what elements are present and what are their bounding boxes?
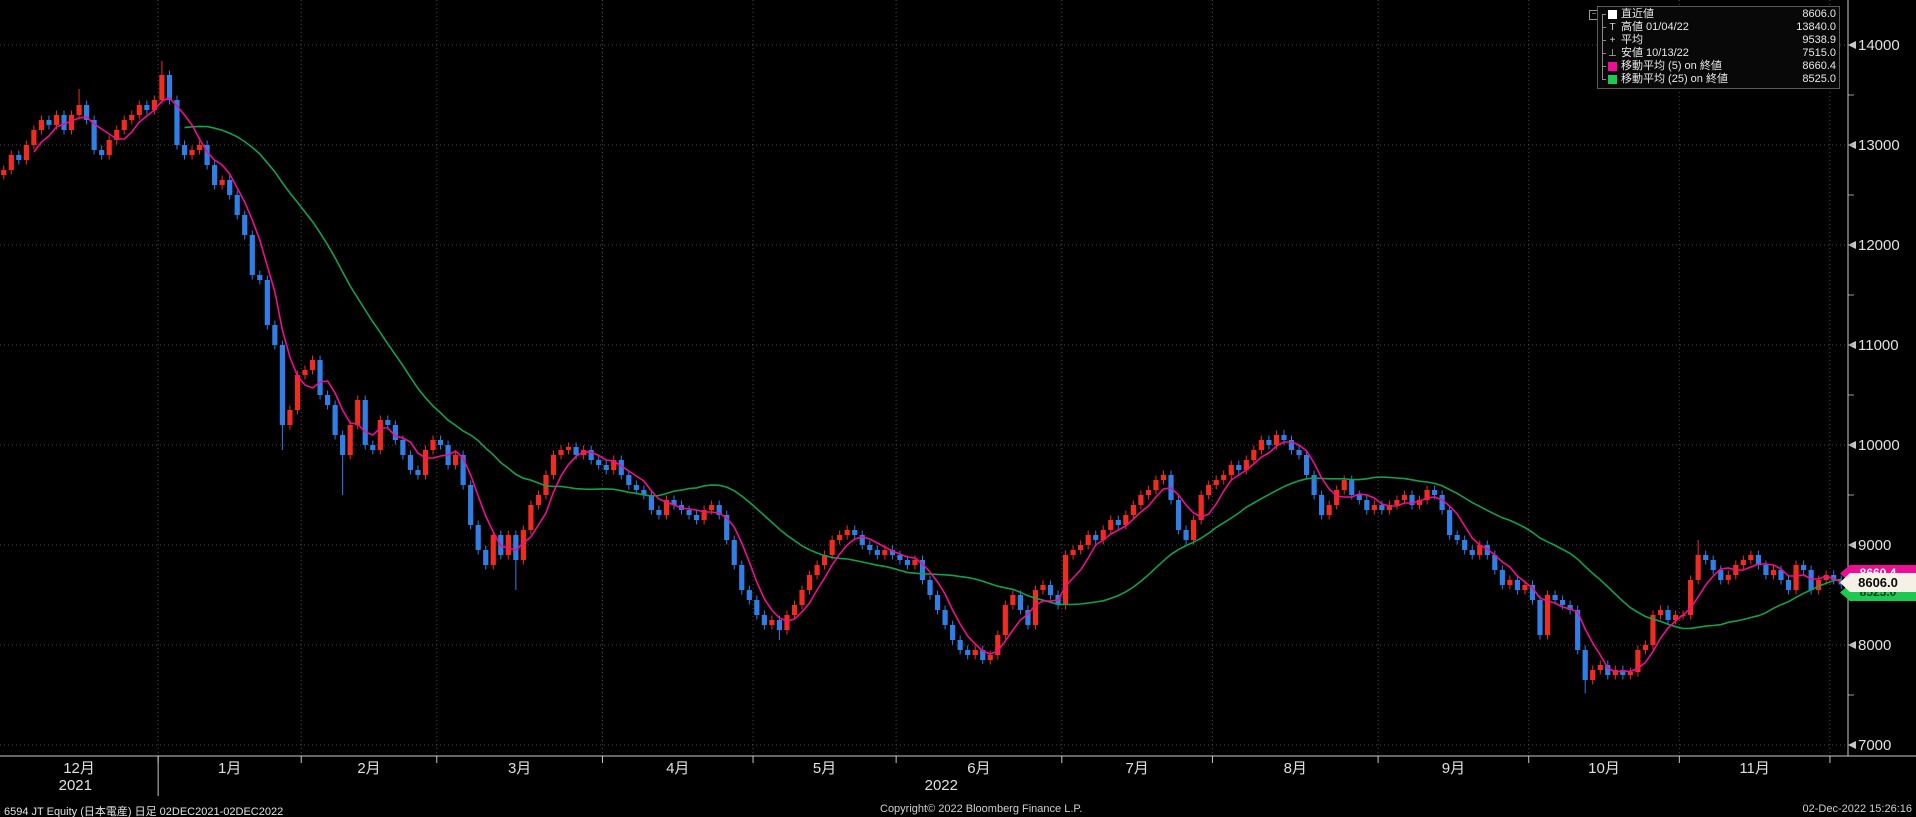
legend-label: 移動平均 (5) on 終値 [1621, 60, 1722, 72]
x-axis-month-label: 2月 [357, 760, 380, 777]
legend-value: 9538.9 [1802, 34, 1836, 46]
tree-connector [1600, 60, 1608, 73]
tree-connector [1600, 47, 1608, 60]
x-axis-month-label: 8月 [1284, 760, 1307, 777]
legend-label: 安値 10/13/22 [1621, 47, 1689, 59]
y-axis-label: 9000 [1858, 537, 1891, 554]
price-chart-canvas[interactable]: 14000 13000 12000 11000 10000 9000 8000 7000 12月… [0, 0, 1916, 800]
y-axis-label: 11000 [1858, 337, 1899, 354]
low-marker-icon: ⊥ [1608, 48, 1617, 59]
legend-value: 8525.0 [1802, 73, 1836, 85]
tree-connector [1600, 34, 1608, 47]
average-marker-icon: + [1609, 35, 1616, 46]
x-axis-month-label: 1月 [218, 760, 241, 777]
last-price-swatch-icon [1608, 10, 1617, 19]
legend-label: 高値 01/04/22 [1621, 21, 1689, 33]
x-axis-month-label: 3月 [508, 760, 531, 777]
x-axis-year-label: 2022 [925, 777, 958, 794]
timestamp: 02-Dec-2022 15:26:16 [1802, 803, 1912, 815]
ma5-swatch-icon [1608, 62, 1617, 71]
tree-connector [1600, 73, 1608, 86]
high-marker-icon: T [1609, 22, 1616, 33]
legend-row-high[interactable]: T 高値 01/04/22 13840.0 [1600, 21, 1836, 34]
y-axis-label: 8000 [1858, 637, 1891, 654]
legend-value: 8660.4 [1802, 60, 1836, 72]
legend-label: 平均 [1621, 34, 1643, 46]
x-axis-month-label: 11月 [1739, 760, 1770, 777]
x-axis-month-label: 10月 [1588, 760, 1620, 777]
legend-row-average[interactable]: + 平均 9538.9 [1600, 34, 1836, 47]
tree-connector [1600, 21, 1608, 34]
legend-value: 13840.0 [1796, 21, 1836, 33]
legend-value: 8606.0 [1802, 8, 1836, 20]
x-axis-year-label: 2021 [59, 777, 92, 794]
x-axis-month-label: 9月 [1442, 760, 1465, 777]
y-axis-label: 14000 [1858, 37, 1900, 54]
ma25-swatch-icon [1608, 75, 1617, 84]
legend-row-ma25[interactable]: 移動平均 (25) on 終値 8525.0 [1600, 73, 1836, 86]
last-price-badge: 8606.0 [1840, 573, 1916, 592]
legend-label: 移動平均 (25) on 終値 [1621, 73, 1728, 85]
security-description: 6594 JT Equity (日本電産) 日足 02DEC2021-02DEC… [4, 806, 284, 817]
y-axis-label: 7000 [1858, 737, 1891, 754]
x-axis-month-label: 5月 [813, 760, 836, 777]
x-axis-month-label: 4月 [666, 760, 689, 777]
status-bar: 6594 JT Equity (日本電産) 日足 02DEC2021-02DEC… [0, 800, 1916, 817]
legend-label: 直近値 [1621, 8, 1654, 20]
legend-row-ma5[interactable]: 移動平均 (5) on 終値 8660.4 [1600, 60, 1836, 73]
tree-connector [1600, 8, 1608, 21]
x-axis-month-label: 12月 [63, 760, 95, 777]
x-axis-month-label: 6月 [967, 760, 990, 777]
copyright-text: Copyright© 2022 Bloomberg Finance L.P. [880, 803, 1083, 815]
legend-panel: 直近値 8606.0 T 高値 01/04/22 13840.0 + 平均 95… [1597, 6, 1840, 89]
legend-row-low[interactable]: ⊥ 安値 10/13/22 7515.0 [1600, 47, 1836, 60]
x-axis-month-label: 7月 [1125, 760, 1148, 777]
legend-value: 7515.0 [1802, 47, 1836, 59]
y-axis-label: 10000 [1858, 437, 1900, 454]
legend-row-last-price[interactable]: 直近値 8606.0 [1600, 8, 1836, 21]
y-axis-label: 12000 [1858, 237, 1900, 254]
y-axis-label: 13000 [1858, 137, 1900, 154]
